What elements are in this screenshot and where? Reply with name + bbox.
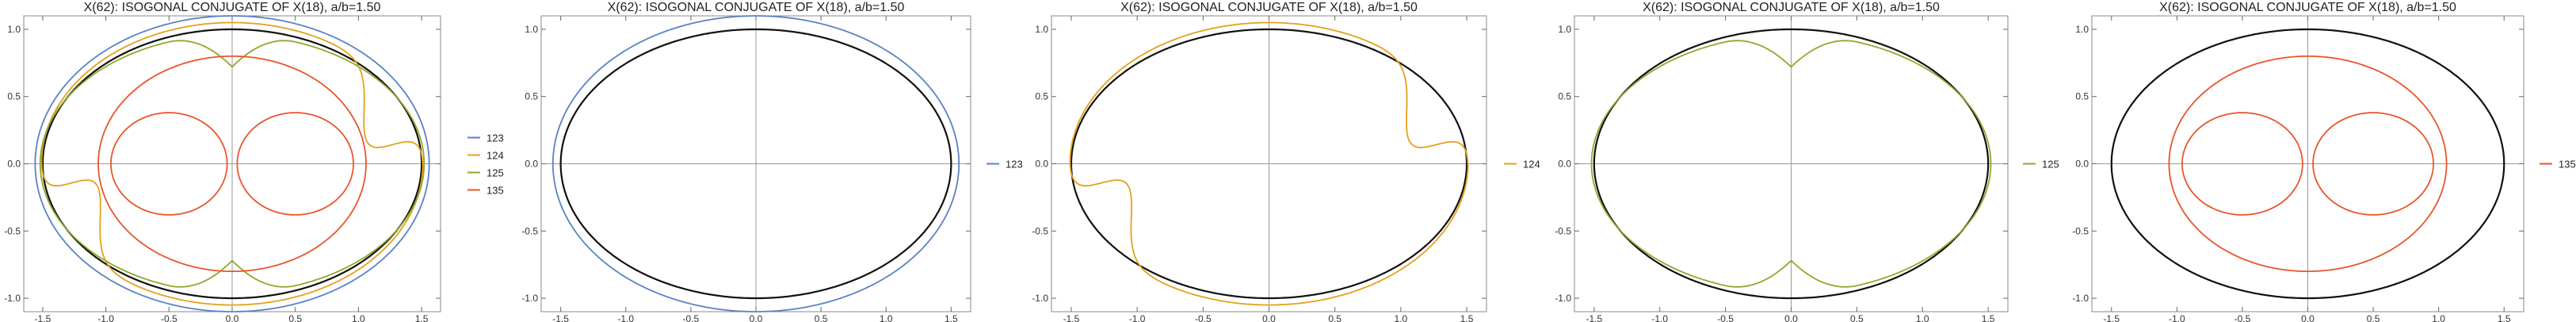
- y-tick-label: 0.5: [7, 91, 21, 102]
- chart-title: X(62): ISOGONAL CONJUGATE OF X(18), a/b=…: [84, 1, 381, 14]
- y-tick-label: 0.0: [1035, 159, 1048, 170]
- series-line-135: [97, 56, 367, 273]
- legend-label-123: 123: [487, 132, 504, 144]
- x-tick-label: 0.0: [1784, 313, 1798, 322]
- x-tick-label: -1.5: [1063, 313, 1080, 322]
- y-tick-label: -1.0: [2072, 293, 2089, 304]
- x-tick-label: 1.5: [2498, 313, 2511, 322]
- x-tick-label: 1.0: [352, 313, 365, 322]
- legend-label-135: 135: [2559, 159, 2576, 171]
- x-tick-label: -1.5: [552, 313, 569, 322]
- y-tick-label: 0.0: [1558, 159, 1571, 170]
- x-tick-label: 0.5: [1850, 313, 1864, 322]
- series-line-125: [1590, 40, 1992, 288]
- y-tick-label: 1.0: [1035, 24, 1048, 35]
- x-tick-label: 1.5: [415, 313, 429, 322]
- x-tick-label: -1.0: [2169, 313, 2185, 322]
- y-tick-label: 0.5: [1035, 91, 1048, 102]
- series-line-124: [40, 21, 424, 306]
- reference-ellipse: [2110, 28, 2505, 300]
- x-tick-label: 0.0: [2301, 313, 2315, 322]
- series-line-125: [39, 40, 426, 288]
- y-tick-label: -0.5: [1032, 225, 1048, 236]
- x-tick-label: -0.5: [683, 313, 700, 322]
- y-tick-label: 0.0: [2075, 159, 2089, 170]
- y-tick-label: -0.5: [1555, 225, 1571, 236]
- series-line-135: [2181, 112, 2303, 216]
- x-tick-label: 0.5: [288, 313, 302, 322]
- x-tick-label: -0.5: [1195, 313, 1212, 322]
- series-line-123: [551, 15, 960, 312]
- series-line-135: [2168, 56, 2448, 273]
- series-line-123: [34, 15, 430, 312]
- series-line-135: [2312, 112, 2434, 216]
- y-tick-label: 1.0: [525, 24, 538, 35]
- y-tick-label: 0.5: [525, 91, 538, 102]
- y-tick-label: 0.5: [1558, 91, 1571, 102]
- x-tick-label: 0.0: [750, 313, 763, 322]
- legend-label-135: 135: [487, 185, 504, 197]
- x-tick-label: 1.5: [1460, 313, 1474, 322]
- legend-label-124: 124: [487, 150, 504, 162]
- x-tick-label: 1.5: [1982, 313, 1995, 322]
- series-line-124: [1069, 21, 1469, 306]
- chart-panel-2: X(62): ISOGONAL CONJUGATE OF X(18), a/b=…: [521, 1, 1022, 322]
- y-tick-label: 0.0: [7, 159, 21, 170]
- x-tick-label: 0.0: [226, 313, 239, 322]
- chart-title: X(62): ISOGONAL CONJUGATE OF X(18), a/b=…: [608, 1, 905, 14]
- x-tick-label: -1.5: [2103, 313, 2120, 322]
- chart-panel-3: X(62): ISOGONAL CONJUGATE OF X(18), a/b=…: [1032, 1, 1540, 322]
- x-tick-label: -1.5: [35, 313, 52, 322]
- x-tick-label: -1.0: [1651, 313, 1668, 322]
- legend-label-124: 124: [1523, 159, 1540, 171]
- chart-panel-5: X(62): ISOGONAL CONJUGATE OF X(18), a/b=…: [2072, 1, 2575, 322]
- y-tick-label: -0.5: [4, 225, 21, 236]
- legend-label-123: 123: [1006, 159, 1023, 171]
- chart-title: X(62): ISOGONAL CONJUGATE OF X(18), a/b=…: [2159, 1, 2456, 14]
- x-tick-label: 1.0: [880, 313, 893, 322]
- series-line-135: [236, 112, 354, 216]
- x-tick-label: -0.5: [2234, 313, 2251, 322]
- x-tick-label: 1.0: [1395, 313, 1408, 322]
- y-tick-label: -1.0: [521, 293, 538, 304]
- reference-ellipse: [1070, 28, 1468, 300]
- reference-ellipse: [1593, 28, 1990, 300]
- chart-panel-1: X(62): ISOGONAL CONJUGATE OF X(18), a/b=…: [4, 1, 503, 322]
- x-tick-label: -1.0: [97, 313, 114, 322]
- y-tick-label: 0.0: [525, 159, 538, 170]
- x-tick-label: 0.5: [2367, 313, 2380, 322]
- x-tick-label: 0.0: [1262, 313, 1276, 322]
- reference-ellipse: [559, 28, 952, 300]
- y-tick-label: -1.0: [4, 293, 21, 304]
- y-tick-label: -0.5: [2072, 225, 2089, 236]
- y-tick-label: -1.0: [1032, 293, 1048, 304]
- x-tick-label: 1.0: [1916, 313, 1929, 322]
- y-tick-label: 1.0: [2075, 24, 2089, 35]
- x-tick-label: -0.5: [1717, 313, 1734, 322]
- x-tick-label: -1.0: [1129, 313, 1146, 322]
- reference-ellipse: [41, 28, 423, 300]
- x-tick-label: 0.5: [815, 313, 828, 322]
- x-tick-label: 1.0: [2432, 313, 2445, 322]
- chart-title: X(62): ISOGONAL CONJUGATE OF X(18), a/b=…: [1120, 1, 1418, 14]
- y-tick-label: -0.5: [521, 225, 538, 236]
- legend-label-125: 125: [487, 167, 504, 179]
- series-line-135: [110, 112, 228, 216]
- x-tick-label: 1.5: [945, 313, 958, 322]
- chart-title: X(62): ISOGONAL CONJUGATE OF X(18), a/b=…: [1643, 1, 1940, 14]
- x-tick-label: 0.5: [1328, 313, 1341, 322]
- x-tick-label: -1.5: [1586, 313, 1603, 322]
- y-tick-label: 0.5: [2075, 91, 2089, 102]
- y-tick-label: 1.0: [1558, 24, 1571, 35]
- x-tick-label: -1.0: [617, 313, 634, 322]
- y-tick-label: 1.0: [7, 24, 21, 35]
- chart-panel-4: X(62): ISOGONAL CONJUGATE OF X(18), a/b=…: [1555, 1, 2059, 322]
- x-tick-label: -0.5: [161, 313, 177, 322]
- y-tick-label: -1.0: [1555, 293, 1571, 304]
- legend-label-125: 125: [2042, 159, 2059, 171]
